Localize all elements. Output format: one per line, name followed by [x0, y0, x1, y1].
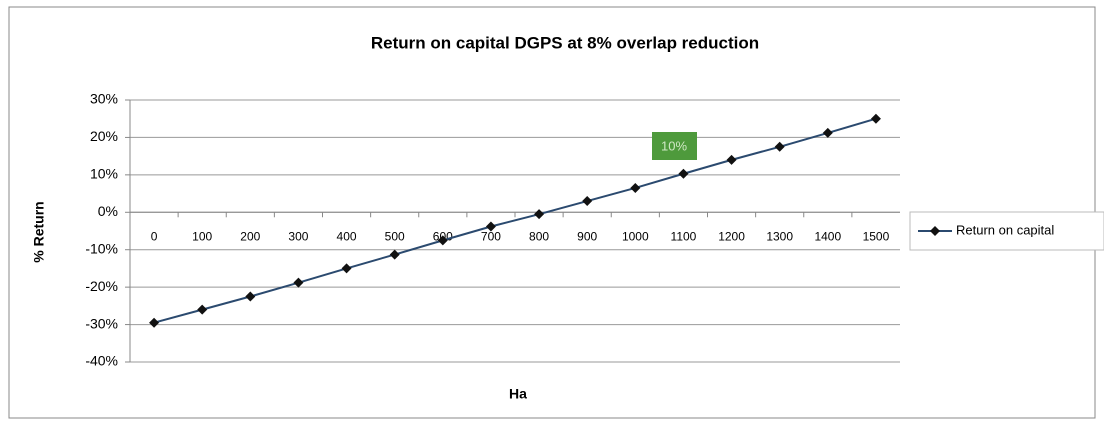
- x-tick-label: 200: [240, 229, 260, 243]
- point-marker: [485, 221, 496, 232]
- y-tick-label: 0%: [98, 203, 118, 219]
- y-tick-label: 10%: [90, 166, 118, 182]
- x-tick-label: 300: [288, 229, 308, 243]
- point-marker: [822, 127, 833, 138]
- x-tick-label: 700: [481, 229, 501, 243]
- x-axis-title: Ha: [509, 386, 527, 402]
- point-marker: [630, 182, 641, 193]
- x-tick-label: 1200: [718, 229, 745, 243]
- point-marker: [245, 291, 256, 302]
- point-marker: [389, 249, 400, 260]
- y-tick-label: -30%: [85, 315, 118, 331]
- y-tick-label: -20%: [85, 278, 118, 294]
- y-tick-label: -10%: [85, 240, 118, 256]
- x-tick-label: 1400: [814, 229, 841, 243]
- y-tick-label: 20%: [90, 128, 118, 144]
- point-marker: [582, 196, 593, 207]
- x-tick-label: 1000: [622, 229, 649, 243]
- x-tick-label: 1300: [766, 229, 793, 243]
- x-tick-label: 400: [337, 229, 357, 243]
- point-marker: [726, 154, 737, 165]
- point-marker: [197, 304, 208, 315]
- x-tick-label: 800: [529, 229, 549, 243]
- point-marker: [437, 235, 448, 246]
- point-marker: [678, 168, 689, 179]
- x-tick-label: 1100: [671, 229, 697, 243]
- chart-title: Return on capital DGPS at 8% overlap red…: [371, 33, 759, 52]
- point-marker: [149, 317, 160, 328]
- x-tick-label: 900: [577, 229, 597, 243]
- y-axis-title: % Return: [31, 201, 47, 262]
- point-marker: [534, 209, 545, 220]
- point-marker: [293, 277, 304, 288]
- point-marker: [870, 113, 881, 124]
- legend-label: Return on capital: [956, 222, 1054, 237]
- series-line: [153, 117, 877, 324]
- legend-marker: [930, 226, 940, 236]
- annotation: 10%: [661, 138, 687, 153]
- y-tick-label: 30%: [90, 91, 118, 107]
- annotation-box: [652, 132, 697, 160]
- point-marker: [341, 263, 352, 274]
- x-tick-label: 500: [385, 229, 405, 243]
- y-tick-label: -40%: [85, 353, 118, 369]
- x-tick-label: 0: [151, 229, 158, 243]
- x-tick-label: 1500: [863, 229, 890, 243]
- point-marker: [774, 141, 785, 152]
- x-tick-label: 100: [192, 229, 212, 243]
